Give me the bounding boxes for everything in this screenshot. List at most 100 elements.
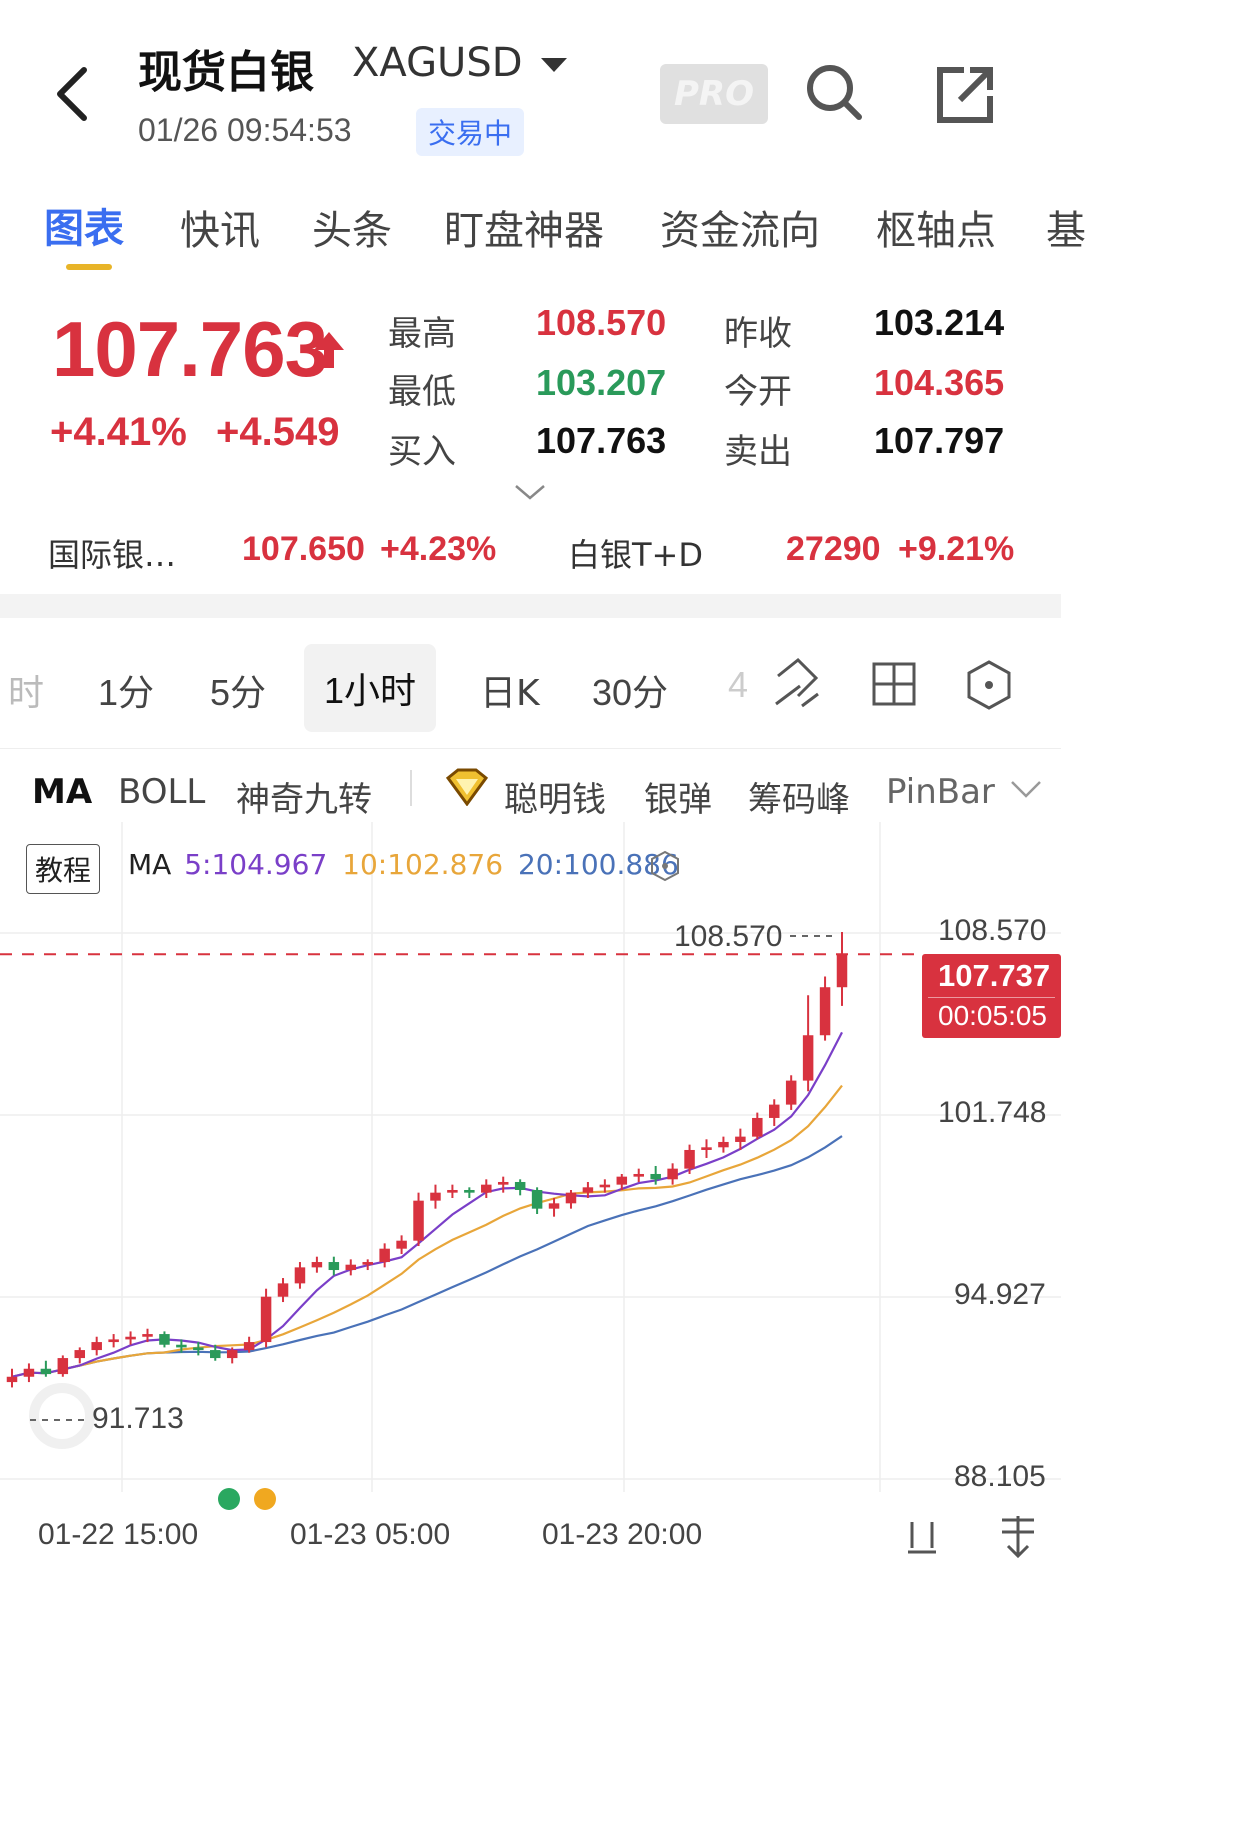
period-4hour[interactable]: 4 [728, 664, 749, 705]
related-quote-intl-silver[interactable]: 国际银… 107.650 +4.23% [48, 530, 508, 574]
candle-body [667, 1168, 678, 1180]
indicator-td9[interactable]: 神奇九转 [236, 780, 372, 820]
related-pct-2: +9.21% [898, 530, 1015, 568]
pro-button[interactable]: PRO [660, 64, 769, 124]
candle-body [108, 1339, 119, 1343]
period-1hour[interactable]: 1小时 [304, 644, 437, 732]
chart-settings-icon[interactable] [966, 660, 1012, 710]
open-value: 104.365 [874, 362, 1005, 403]
candle-body [768, 1104, 780, 1118]
status-dot-orange [254, 1488, 276, 1510]
candle-body [91, 1342, 102, 1351]
symbol-label: XAGUSD [352, 40, 523, 86]
tab-chart[interactable]: 图表 [44, 206, 124, 252]
high-label: 最高 [388, 314, 456, 354]
quote-timestamp: 01/26 09:54:53 [138, 112, 352, 148]
back-icon[interactable] [48, 64, 98, 124]
tab-watch-tool[interactable]: 盯盘神器 [444, 208, 604, 254]
candle-body [802, 1035, 814, 1081]
tutorial-button[interactable]: 教程 [26, 844, 101, 894]
change-absolute: +4.549 [216, 410, 340, 454]
candle-body [430, 1192, 441, 1201]
candle-body [514, 1181, 526, 1190]
low-label: 最低 [388, 372, 456, 412]
related-name-1: 国际银… [48, 536, 177, 574]
candle-body [6, 1376, 18, 1383]
candle-body [481, 1184, 492, 1193]
candle-body [345, 1264, 357, 1271]
current-price-value: 107.737 [938, 958, 1051, 993]
indicator-separator [410, 770, 412, 806]
scroll-latest-icon[interactable] [996, 1512, 1040, 1562]
candle-body [531, 1189, 543, 1209]
period-5min[interactable]: 5分 [210, 672, 267, 713]
candle-body [582, 1187, 594, 1193]
candle-body [243, 1342, 255, 1351]
candle-body [294, 1267, 306, 1284]
collapse-chart-icon[interactable] [904, 1518, 940, 1558]
tab-more[interactable]: 基 [1046, 208, 1086, 254]
share-icon[interactable] [936, 64, 996, 124]
ma10-value: 10:102.876 [342, 848, 504, 881]
period-1min[interactable]: 1分 [98, 672, 155, 713]
expand-indicators-icon[interactable] [1010, 780, 1042, 798]
period-daily[interactable]: 日K [480, 673, 540, 714]
candle-body [379, 1248, 390, 1263]
candle-body [447, 1189, 458, 1193]
open-label: 今开 [724, 372, 792, 412]
period-timeline[interactable]: 时 [8, 673, 45, 714]
layout-grid-icon[interactable] [872, 662, 916, 706]
candle-body [210, 1350, 221, 1359]
indicator-pinbar[interactable]: PinBar [886, 772, 995, 812]
expand-chevron-icon[interactable] [514, 484, 546, 500]
candle-body [159, 1334, 170, 1345]
candle-body [548, 1203, 560, 1209]
candle-body [57, 1358, 69, 1375]
candle-body [226, 1350, 238, 1359]
prev-close-label: 昨收 [724, 314, 792, 354]
indicator-boll[interactable]: BOLL [118, 772, 206, 812]
candle-body [633, 1173, 644, 1177]
period-30min[interactable]: 30分 [592, 672, 669, 713]
related-pct-1: +4.23% [380, 530, 497, 568]
y-tick-2: 101.748 [938, 1096, 1047, 1129]
indicator-chip-peak[interactable]: 筹码峰 [748, 780, 850, 820]
candle-body [396, 1240, 407, 1249]
ask-value: 107.797 [874, 420, 1005, 461]
search-icon[interactable] [804, 62, 864, 122]
ma-settings-icon[interactable] [650, 850, 680, 882]
candle-body [599, 1184, 611, 1188]
ask-label: 卖出 [724, 432, 792, 472]
tab-headlines[interactable]: 头条 [312, 208, 392, 254]
section-divider [0, 594, 1061, 618]
x-tick-2: 01-23 05:00 [290, 1518, 451, 1551]
draw-tool-icon[interactable] [772, 656, 822, 710]
candle-body [142, 1334, 153, 1337]
related-name-2: 白银T+D [568, 536, 704, 574]
candle-body [260, 1296, 272, 1343]
low-marker-label: 91.713 [92, 1402, 184, 1435]
candle-body [40, 1368, 52, 1375]
active-tab-indicator [66, 264, 112, 270]
candle-body [684, 1149, 695, 1169]
diamond-icon [444, 768, 490, 807]
candlestick-chart[interactable]: 教程 MA 5:104.967 10:102.876 20:100.886 10… [0, 822, 1061, 1568]
tab-capital-flow[interactable]: 资金流向 [660, 208, 820, 254]
candle-body [836, 954, 848, 988]
indicator-smart-money[interactable]: 聪明钱 [504, 780, 606, 820]
tab-news-flash[interactable]: 快讯 [180, 208, 260, 254]
candle-body [497, 1181, 509, 1185]
bid-value: 107.763 [536, 420, 667, 461]
candle-body [464, 1189, 475, 1193]
indicator-silver-bullet[interactable]: 银弹 [644, 780, 712, 820]
candle-body [650, 1173, 661, 1180]
watermark-icon [29, 1383, 95, 1449]
candle-body [277, 1283, 289, 1297]
tab-pivot-points[interactable]: 枢轴点 [876, 208, 996, 254]
indicator-ma[interactable]: MA [32, 772, 93, 812]
candle-body [616, 1176, 628, 1185]
related-quote-silver-td[interactable]: 白银T+D 27290 +9.21% [568, 530, 1028, 574]
symbol-selector[interactable]: XAGUSD [352, 40, 568, 86]
up-arrow-icon [312, 330, 346, 370]
y-tick-3: 94.927 [954, 1278, 1046, 1311]
